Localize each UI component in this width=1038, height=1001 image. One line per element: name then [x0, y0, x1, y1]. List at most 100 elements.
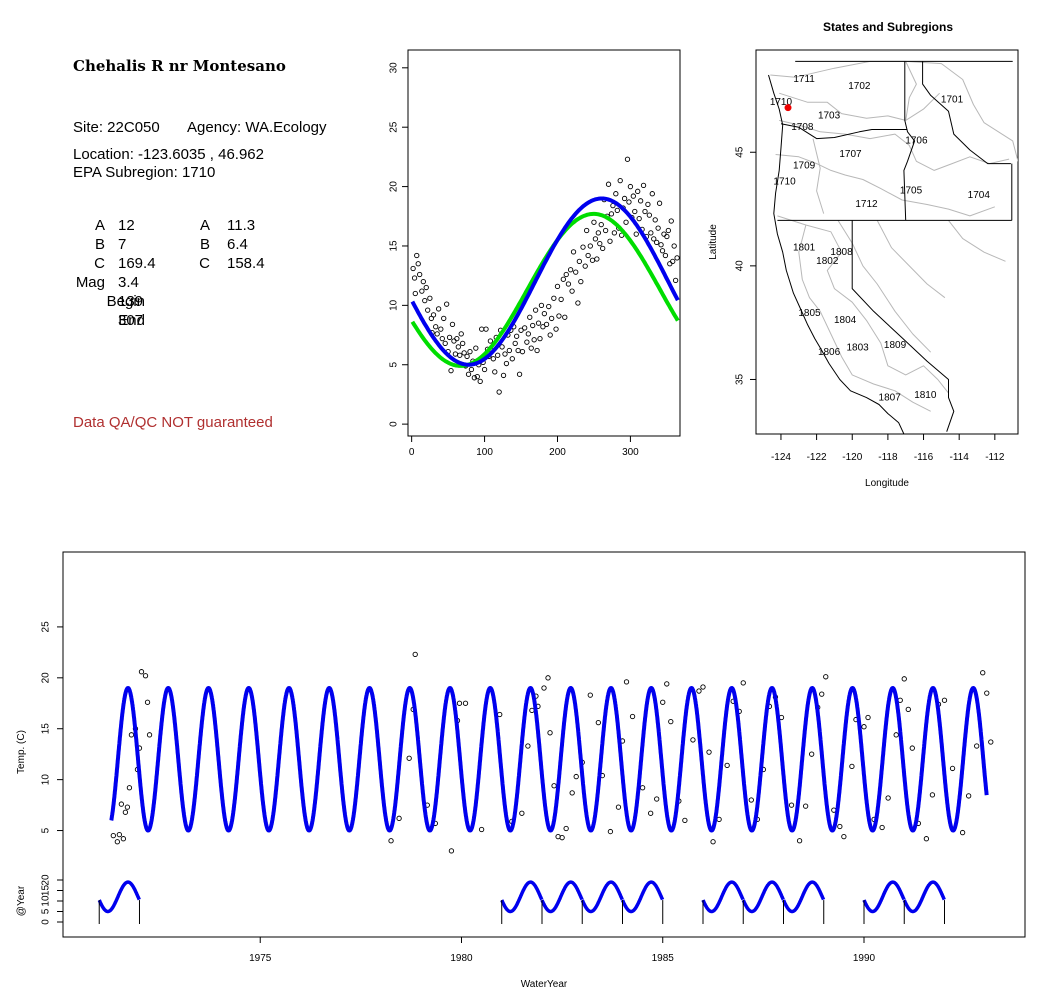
annual-segment-line — [620, 880, 665, 914]
timeseries-data-point — [388, 838, 394, 844]
seasonal-data-point — [477, 378, 483, 385]
timeseries-data-point — [984, 690, 990, 696]
seasonal-data-point — [496, 389, 502, 395]
timeseries-data-point — [128, 732, 135, 738]
seasonal-data-point — [565, 281, 572, 287]
annual-y-tick-label: 0 — [41, 919, 52, 925]
seasonal-data-point — [452, 351, 459, 357]
annual-segment-line — [862, 880, 906, 914]
seasonal-data-point — [652, 217, 658, 223]
location: Location: -123.6035 , 46.962 — [73, 146, 264, 163]
timeseries-x-tick-label: 1975 — [249, 953, 272, 964]
timeseries-data-point — [819, 691, 825, 697]
timeseries-data-point — [396, 815, 402, 821]
seasonal-data-point — [637, 198, 644, 204]
seasonal-data-point — [435, 306, 442, 312]
seasonal-y-tick-label: 0 — [389, 421, 400, 427]
timeseries-data-point — [974, 743, 980, 749]
seasonal-data-point — [651, 236, 657, 242]
annual-y-tick-label: 10 — [41, 895, 52, 907]
seasonal-data-point — [594, 256, 600, 262]
timeseries-data-point — [849, 763, 855, 770]
map-x-tick-label: -118 — [878, 452, 898, 463]
timeseries-data-point — [949, 765, 956, 772]
param-value-c: 169.4 — [118, 255, 156, 272]
annual-segment-line — [741, 880, 785, 914]
seasonal-data-point — [656, 200, 663, 206]
seasonal-data-point — [427, 295, 433, 301]
map-region-label: 1708 — [791, 122, 814, 133]
timeseries-data-point — [144, 699, 151, 705]
map-y-axis-label: Latitude — [708, 224, 719, 260]
seasonal-data-point — [640, 182, 647, 189]
timeseries-data-point — [497, 711, 503, 718]
timeseries-data-point — [541, 685, 547, 691]
seasonal-data-point — [569, 288, 575, 294]
map-state-border — [851, 220, 955, 432]
seasonal-data-point — [515, 347, 521, 354]
timeseries-data-point — [823, 674, 829, 680]
timeseries-data-point — [118, 801, 125, 807]
seasonal-data-point — [617, 177, 623, 184]
map-title: States and Subregions — [823, 20, 953, 34]
map-x-tick-label: -114 — [950, 452, 970, 463]
seasonal-fit-line-green — [410, 211, 680, 368]
seasonal-data-point — [584, 227, 590, 234]
seasonal-data-point — [674, 255, 680, 261]
timeseries-data-point — [706, 749, 712, 755]
seasonal-data-point — [597, 240, 603, 247]
seasonal-data-point — [423, 284, 429, 291]
seasonal-data-point — [457, 352, 463, 358]
seasonal-data-point — [503, 360, 510, 367]
seasonal-data-point — [441, 315, 447, 322]
map-layer: 1711 1702 1701 1710 1703 1708 1706 1707 1709 1710… — [768, 60, 1018, 434]
map-x-tick-label: -120 — [842, 452, 862, 463]
timeseries-data-point — [120, 836, 127, 842]
timeseries-data-point — [861, 724, 867, 730]
seasonal-data-point — [454, 335, 460, 342]
seasonal-data-point — [607, 238, 613, 244]
fit-label-a: A — [199, 217, 210, 234]
seasonal-x-tick-label: 100 — [476, 447, 493, 458]
map-subregion-boundary — [876, 220, 946, 299]
seasonal-data-point — [506, 347, 513, 354]
seasonal-data-point — [613, 191, 619, 197]
map-x-tick-label: -124 — [771, 452, 791, 463]
seasonal-data-point — [460, 340, 466, 347]
param-label-end: End — [118, 312, 145, 329]
seasonal-data-point — [667, 261, 673, 267]
annual-y-tick-label: 20 — [41, 874, 52, 886]
timeseries-data-point — [696, 688, 702, 694]
seasonal-data-point — [446, 334, 453, 341]
map-region-label: 1808 — [830, 247, 853, 258]
timeseries-data-point — [988, 739, 994, 745]
seasonal-data-point — [580, 244, 586, 250]
seasonal-data-point — [630, 193, 636, 199]
timeseries-data-point — [573, 773, 579, 780]
seasonal-data-point — [547, 332, 553, 338]
seasonal-data-point — [479, 326, 485, 332]
timeseries-data-point — [841, 834, 847, 840]
seasonal-data-point — [514, 333, 520, 339]
map-region-label: 1706 — [905, 136, 928, 147]
timeseries-data-point — [138, 669, 145, 675]
seasonal-data-point — [578, 278, 584, 285]
timeseries-data-point — [406, 755, 412, 761]
seasonal-data-point — [481, 366, 488, 373]
seasonal-data-point — [614, 207, 620, 213]
timeseries-data-point — [110, 832, 116, 839]
qa-warning: Data QA/QC NOT guaranteed — [73, 414, 273, 431]
seasonal-data-point — [512, 340, 518, 347]
seasonal-data-point — [412, 290, 418, 297]
param-value-b: 7 — [118, 236, 127, 253]
seasonal-data-point — [487, 338, 494, 344]
map-subregion-boundary — [798, 224, 931, 412]
timeseries-data-point — [547, 730, 553, 736]
fit-value-a: 11.3 — [227, 217, 256, 234]
seasonal-data-point — [623, 219, 629, 225]
seasonal-data-point — [449, 321, 456, 328]
param-label-begin: Begin — [106, 293, 145, 310]
seasonal-data-point — [600, 245, 606, 251]
fit-label-c: C — [199, 255, 210, 272]
map-state-border — [903, 61, 916, 221]
